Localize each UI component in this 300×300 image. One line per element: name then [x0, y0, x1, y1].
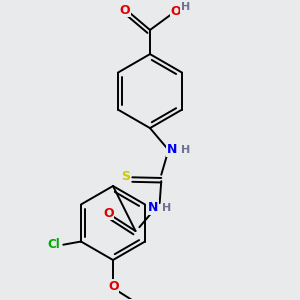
Text: N: N	[148, 201, 158, 214]
Text: O: O	[108, 280, 119, 292]
Text: N: N	[167, 143, 177, 156]
Text: S: S	[121, 170, 130, 183]
Text: H: H	[162, 202, 171, 213]
Text: O: O	[103, 207, 114, 220]
Text: O: O	[120, 4, 130, 17]
Text: O: O	[171, 5, 182, 18]
Text: H: H	[181, 2, 190, 12]
Text: Cl: Cl	[47, 238, 60, 251]
Text: H: H	[181, 145, 190, 155]
